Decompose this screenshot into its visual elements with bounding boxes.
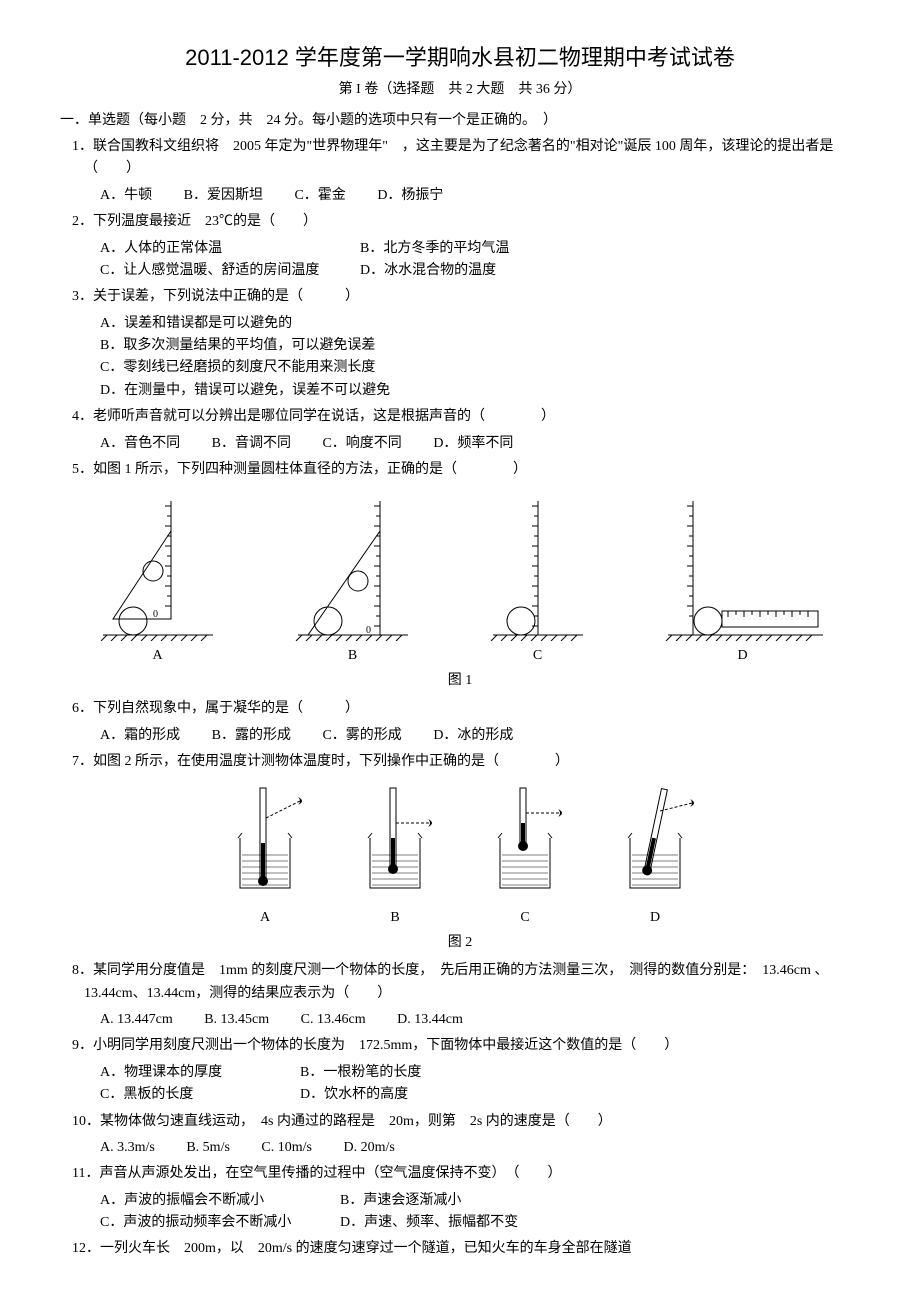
q10-opt-d: D. 20m/s	[344, 1137, 395, 1159]
q5-fig-a: 0	[93, 491, 223, 641]
q11-text: 11．声音从声源处发出，在空气里传播的过程中（空气温度保持不变） （ ）	[72, 1163, 860, 1185]
q4-opt-c: C．响度不同	[322, 433, 401, 455]
figure-2: A B	[60, 783, 860, 929]
q8-text: 8．某同学用分度值是 1mm 的刻度尺测一个物体的长度， 先后用正确的方法测量三…	[72, 960, 860, 1005]
q1-opt-b: B．爱因斯坦	[184, 185, 263, 207]
q1-opt-d: D．杨振宁	[377, 185, 443, 207]
q9-opt-d: D．饮水杯的高度	[300, 1087, 408, 1102]
q6-opt-d: D．冰的形成	[433, 725, 513, 747]
q4-text: 4．老师听声音就可以分辨出是哪位同学在说话，这是根据声音的（ ）	[72, 406, 860, 428]
q10-options: A. 3.3m/s B. 5m/s C. 10m/s D. 20m/s	[100, 1137, 860, 1159]
q5-fig-c	[483, 491, 593, 641]
q5-label-a: A	[93, 645, 223, 667]
q5-label-c: C	[483, 645, 593, 667]
figure-1: 0 A 0 B	[60, 491, 860, 667]
q4-opt-d: D．频率不同	[433, 433, 513, 455]
q9-options: A．物理课本的厚度B．一根粉笔的长度 C．黑板的长度D．饮水杯的高度	[60, 1062, 860, 1107]
q8-opt-b: B. 13.45cm	[204, 1009, 269, 1031]
q5-fig-d	[658, 491, 828, 641]
exam-title: 2011-2012 学年度第一学期响水县初二物理期中考试试卷	[60, 40, 860, 75]
q9-opt-b: B．一根粉笔的长度	[300, 1065, 421, 1080]
q11-opt-a: A．声波的振幅会不断减小	[100, 1190, 340, 1212]
q3-opt-a: A．误差和错误都是可以避免的	[100, 313, 860, 335]
q10-opt-a: A. 3.3m/s	[100, 1137, 155, 1159]
q4-opt-a: A．音色不同	[100, 433, 180, 455]
figure-1-caption: 图 1	[60, 670, 860, 692]
exam-subtitle: 第 I 卷（选择题 共 2 大题 共 36 分）	[60, 79, 860, 101]
q8-opt-a: A. 13.447cm	[100, 1009, 173, 1031]
q7-label-d: D	[610, 907, 700, 929]
q8-options: A. 13.447cm B. 13.45cm C. 13.46cm D. 13.…	[100, 1009, 860, 1031]
q2-options: A．人体的正常体温B．北方冬季的平均气温 C．让人感觉温暖、舒适的房间温度D．冰…	[60, 238, 860, 283]
figure-2-caption: 图 2	[60, 932, 860, 954]
q9-opt-c: C．黑板的长度	[100, 1084, 300, 1106]
q12-text: 12．一列火车长 200m，以 20m/s 的速度匀速穿过一个隧道，已知火车的车…	[72, 1238, 860, 1260]
q1-options: A．牛顿 B．爱因斯坦 C．霍金 D．杨振宁	[100, 185, 860, 207]
q6-opt-c: C．雾的形成	[322, 725, 401, 747]
q3-opt-b: B．取多次测量结果的平均值，可以避免误差	[100, 335, 860, 357]
q7-text: 7．如图 2 所示，在使用温度计测物体温度时，下列操作中正确的是（ ）	[72, 751, 860, 773]
q7-fig-b	[350, 783, 440, 903]
q9-text: 9．小明同学用刻度尺测出一个物体的长度为 172.5mm，下面物体中最接近这个数…	[72, 1035, 860, 1057]
q1-opt-a: A．牛顿	[100, 185, 152, 207]
q7-label-c: C	[480, 907, 570, 929]
q10-text: 10．某物体做匀速直线运动， 4s 内通过的路程是 20m，则第 2s 内的速度…	[72, 1111, 860, 1133]
q11-opt-d: D．声速、频率、振幅都不变	[340, 1215, 518, 1230]
q6-opt-b: B．露的形成	[212, 725, 291, 747]
q2-opt-c: C．让人感觉温暖、舒适的房间温度	[100, 260, 360, 282]
q11-options: A．声波的振幅会不断减小B．声速会逐渐减小 C．声波的振动频率会不断减小D．声速…	[60, 1190, 860, 1235]
q2-opt-b: B．北方冬季的平均气温	[360, 241, 509, 256]
section-1-head: 一．单选题（每小题 2 分，共 24 分。每小题的选项中只有一个是正确的。 ）	[60, 110, 860, 132]
q5-label-b: B	[288, 645, 418, 667]
svg-text:0: 0	[366, 625, 371, 636]
q2-text: 2．下列温度最接近 23℃的是（ ）	[72, 211, 860, 233]
q5-text: 5．如图 1 所示，下列四种测量圆柱体直径的方法，正确的是（ ）	[72, 459, 860, 481]
q1-opt-c: C．霍金	[294, 185, 345, 207]
q8-opt-c: C. 13.46cm	[301, 1009, 366, 1031]
q7-label-a: A	[220, 907, 310, 929]
q6-opt-a: A．霜的形成	[100, 725, 180, 747]
q7-fig-a	[220, 783, 310, 903]
q10-opt-b: B. 5m/s	[186, 1137, 230, 1159]
q4-opt-b: B．音调不同	[212, 433, 291, 455]
q9-opt-a: A．物理课本的厚度	[100, 1062, 300, 1084]
q3-opt-d: D．在测量中，错误可以避免，误差不可以避免	[100, 380, 860, 402]
q2-opt-d: D．冰水混合物的温度	[360, 263, 496, 278]
q8-opt-d: D. 13.44cm	[397, 1009, 463, 1031]
q7-label-b: B	[350, 907, 440, 929]
q7-fig-c	[480, 783, 570, 903]
svg-text:0: 0	[153, 609, 158, 620]
q5-fig-b: 0	[288, 491, 418, 641]
q11-opt-c: C．声波的振动频率会不断减小	[100, 1212, 340, 1234]
q1-text: 1．联合国教科文组织将 2005 年定为"世界物理年" ，这主要是为了纪念著名的…	[72, 136, 860, 181]
q3-text: 3．关于误差，下列说法中正确的是（ ）	[72, 286, 860, 308]
q6-options: A．霜的形成 B．露的形成 C．雾的形成 D．冰的形成	[100, 725, 860, 747]
q11-opt-b: B．声速会逐渐减小	[340, 1193, 461, 1208]
q10-opt-c: C. 10m/s	[261, 1137, 312, 1159]
q6-text: 6．下列自然现象中，属于凝华的是（ ）	[72, 698, 860, 720]
q2-opt-a: A．人体的正常体温	[100, 238, 360, 260]
q3-opt-c: C．零刻线已经磨损的刻度尺不能用来测长度	[100, 357, 860, 379]
q5-label-d: D	[658, 645, 828, 667]
q3-options: A．误差和错误都是可以避免的 B．取多次测量结果的平均值，可以避免误差 C．零刻…	[60, 313, 860, 403]
q4-options: A．音色不同 B．音调不同 C．响度不同 D．频率不同	[100, 433, 860, 455]
q7-fig-d	[610, 783, 700, 903]
